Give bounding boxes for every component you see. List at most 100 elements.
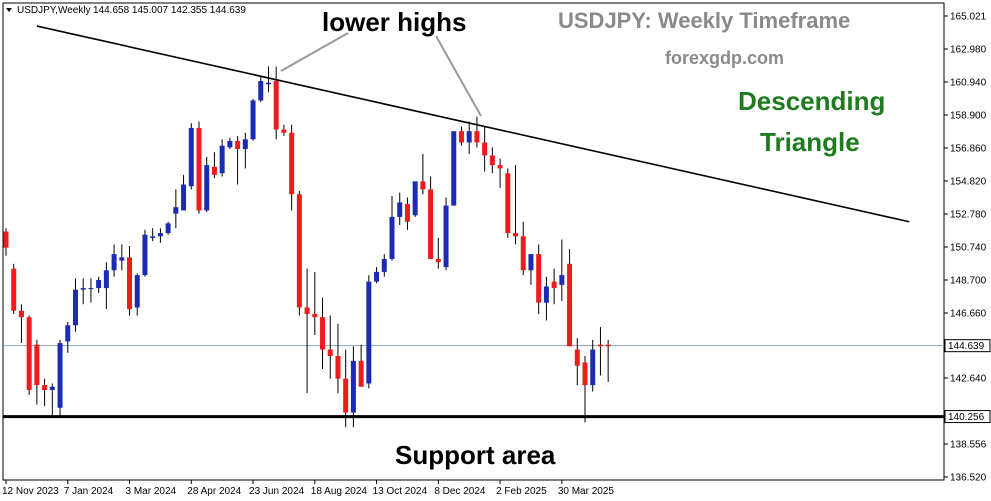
candle bbox=[150, 228, 156, 242]
candle bbox=[111, 244, 117, 277]
candle-body bbox=[165, 223, 171, 234]
y-tick-label: 160.940 bbox=[950, 78, 987, 89]
candle-body bbox=[551, 281, 557, 289]
candle bbox=[34, 339, 40, 405]
y-tick-label: 152.780 bbox=[950, 209, 987, 220]
candle bbox=[520, 221, 526, 276]
candle bbox=[296, 191, 302, 316]
candle bbox=[3, 228, 9, 256]
candle bbox=[435, 237, 441, 269]
candle-body bbox=[474, 131, 480, 143]
candle-body bbox=[497, 165, 503, 169]
candle bbox=[420, 153, 426, 195]
chart-title: USDJPY: Weekly Timeframe bbox=[558, 8, 850, 33]
plot-frame bbox=[2, 2, 945, 481]
pattern-label-line2: Triangle bbox=[760, 127, 860, 157]
candle bbox=[350, 346, 356, 428]
support-price-tag bbox=[944, 410, 991, 424]
candle bbox=[428, 176, 434, 259]
candle-body bbox=[489, 155, 495, 166]
candle-body bbox=[505, 173, 511, 234]
candle bbox=[335, 323, 341, 394]
y-tick-label: 146.660 bbox=[950, 308, 987, 319]
candle-body bbox=[358, 360, 364, 387]
candle bbox=[42, 378, 48, 407]
candle-body bbox=[242, 139, 248, 149]
y-tick-label: 138.556 bbox=[950, 440, 987, 451]
candle bbox=[605, 339, 611, 382]
candle-body bbox=[289, 132, 295, 195]
candle-body bbox=[520, 236, 526, 271]
candle bbox=[188, 123, 194, 190]
candle-body bbox=[57, 343, 63, 408]
candle-body bbox=[350, 360, 356, 413]
candle bbox=[157, 228, 163, 243]
x-tick-label: 12 Nov 2023 bbox=[2, 486, 59, 497]
x-tick-label: 28 Apr 2024 bbox=[187, 486, 241, 497]
candle-body bbox=[428, 189, 434, 259]
candle-body bbox=[211, 166, 217, 175]
candle bbox=[312, 271, 318, 335]
x-tick-label: 18 Aug 2024 bbox=[311, 486, 368, 497]
candle bbox=[582, 356, 588, 423]
pattern-label-line1: Descending bbox=[738, 86, 885, 116]
candle bbox=[597, 326, 603, 376]
candle bbox=[528, 254, 534, 285]
candle-body bbox=[389, 216, 395, 259]
candle-body bbox=[559, 275, 565, 285]
candle-body bbox=[26, 317, 32, 390]
candle bbox=[88, 278, 94, 303]
x-tick-label: 30 Mar 2025 bbox=[558, 486, 615, 497]
candle bbox=[289, 124, 295, 211]
candle-body bbox=[219, 145, 225, 174]
candle-body bbox=[412, 181, 418, 216]
candle-body bbox=[451, 131, 457, 206]
candle-body bbox=[543, 286, 549, 303]
y-tick-label: 150.740 bbox=[950, 242, 987, 253]
candle-body bbox=[466, 131, 472, 143]
candle bbox=[381, 254, 387, 277]
lower-highs-pointer-right bbox=[435, 35, 482, 117]
candles bbox=[3, 66, 611, 428]
candle-body bbox=[513, 233, 519, 237]
candle bbox=[543, 276, 549, 321]
candle bbox=[11, 263, 17, 314]
candle-body bbox=[150, 236, 156, 238]
x-tick-label: 13 Oct 2024 bbox=[373, 486, 428, 497]
candle-body bbox=[327, 349, 333, 357]
candle-body bbox=[528, 254, 534, 271]
candle bbox=[404, 197, 410, 230]
candle-body bbox=[235, 140, 241, 149]
candle bbox=[482, 126, 488, 172]
candle-body bbox=[134, 275, 140, 308]
candle-body bbox=[458, 131, 464, 143]
y-tick-label: 136.520 bbox=[950, 473, 987, 484]
y-axis: 136.520 138.556 142.640 146.660 148.700 150.7… bbox=[944, 12, 991, 484]
candle bbox=[219, 139, 225, 177]
candle-body bbox=[574, 349, 580, 366]
candle-body bbox=[435, 258, 441, 263]
descending-trendline bbox=[36, 25, 910, 223]
candle bbox=[505, 168, 511, 238]
y-tick-label: 158.900 bbox=[950, 111, 987, 122]
candle bbox=[250, 98, 256, 141]
y-tick-label: 154.820 bbox=[950, 176, 987, 187]
support-area-label: Support area bbox=[395, 440, 556, 470]
dropdown-triangle-icon[interactable] bbox=[6, 8, 12, 12]
support-price-label: 140.256 bbox=[948, 412, 985, 423]
candle-body bbox=[142, 234, 148, 276]
candle bbox=[265, 66, 271, 93]
lower-highs-pointer-left bbox=[280, 32, 349, 72]
candle bbox=[327, 315, 333, 379]
candle-body bbox=[80, 288, 86, 290]
candle bbox=[443, 197, 449, 271]
candle bbox=[358, 344, 364, 387]
candle bbox=[119, 244, 125, 271]
x-tick-label: 3 Mar 2024 bbox=[126, 486, 177, 497]
candle-body bbox=[103, 270, 109, 289]
candle bbox=[65, 322, 71, 353]
candle-body bbox=[296, 194, 302, 308]
candle bbox=[173, 189, 179, 229]
candle-body bbox=[72, 289, 78, 326]
